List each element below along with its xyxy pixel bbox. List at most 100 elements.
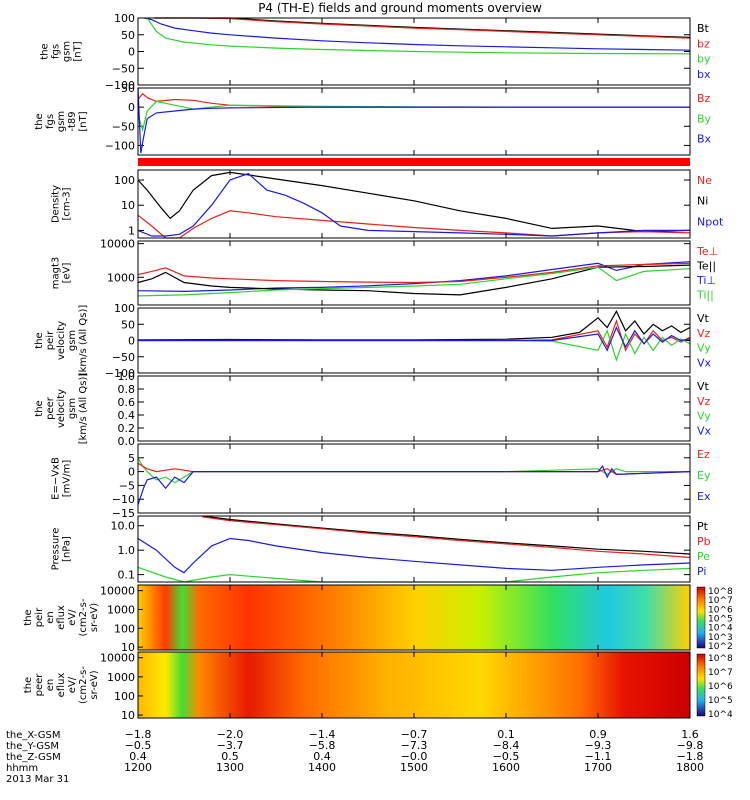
y-axis-label: peer [34,673,45,697]
legend-by: by [697,53,711,66]
y-axis-label: [eV] [62,263,73,284]
legend-Pi: Pi [697,565,706,578]
y-tick-label: 5 [128,452,135,465]
y-axis-label: the [40,43,51,59]
y-tick-label: 100 [114,690,135,703]
ephemeris-value: −0.5 [125,739,152,752]
ephemeris-value: 1600 [492,761,520,774]
y-tick-label: 1000 [107,603,135,616]
panel-peer-velocity: 1.00.80.60.40.20.0 the peer velocity gsm [km/… [34,370,712,448]
separator-bar [138,158,690,166]
y-axis-label: -t89 [67,111,78,131]
legend-Bt: Bt [697,22,710,35]
ephemeris-value: −2.0 [217,728,244,741]
series-pressure-Pt [202,515,691,555]
series-density-Ni [137,171,691,233]
legend-Ne: Ne [697,174,712,187]
y-axis-label: peir [45,330,56,350]
y-axis-label: gsm [67,330,78,351]
y-axis-label-group: the peir velocity gsm [km/s (All Qs)] [34,305,89,377]
legend-Vz: Vz [697,395,711,408]
series-pressure-Pb [202,516,691,559]
colorbar-label: 10^8 [708,587,733,597]
y-axis-label: peer [45,396,56,420]
y-tick-label: −10 [112,493,135,506]
y-axis-label-group: Pressure [nPa] [51,528,73,571]
series-peir-velocity-Vt [137,309,691,341]
y-tick-label: 1.0 [118,544,136,557]
y-tick-label: 100 [114,12,135,25]
legend-Vt: Vt [697,380,710,393]
y-axis-label: Density [51,185,62,223]
y-tick-label: 0.1 [118,569,136,582]
y-axis-label-group: E=−VxB [mV/m] [51,457,73,500]
y-axis-label: magt3 [51,257,62,290]
heatmap-peer-en-eflux [138,652,690,718]
y-axis-label: eV/ [67,676,78,693]
panel-pressure: 10.0 1.0 0.1 Pressure [nPa] Pt Pb Pe Pi [51,515,711,583]
y-tick-label: 1 [128,224,135,237]
colorbar-label: 10^5 [708,615,733,625]
legend-Vz: Vz [697,327,711,340]
y-tick-label: 0 [128,46,135,59]
y-tick-label: −50 [112,120,135,133]
ephemeris-value: 1800 [676,761,704,774]
y-axis-label: [km/s (All Qs)] [78,373,89,445]
legend-Npot: Npot [697,215,724,228]
series-fgs-bx [144,17,691,51]
y-axis-label: [nT] [73,41,84,61]
y-tick-label: −100 [105,139,135,152]
y-axis-label-group: the peer en eflux eV/(cm2-s-sr-eV) [23,666,100,704]
y-axis-label-group: magt3 [eV] [51,257,73,290]
legend-Vy: Vy [697,410,711,423]
series-fgs-minus-t89-Bx [137,87,690,154]
legend-Ti||: Ti|| [696,289,714,302]
y-tick-label: −100 [105,367,135,380]
y-axis-label: en [45,679,56,692]
ephemeris-date: 2013 Mar 31 [6,774,69,785]
ephemeris-value: 0.9 [589,728,607,741]
colorbar-label: 10^3 [708,633,733,643]
y-tick-label: 50 [121,29,135,42]
y-tick-label: −100 [105,79,135,92]
series-fgs-by [146,17,691,55]
ephemeris-value: 1500 [400,761,428,774]
y-axis-label-group: Density [cm-3] [51,185,73,223]
ephemeris-value: 1400 [308,761,336,774]
colorbar-label: 10^8 [708,654,733,664]
y-axis-label: the [34,332,45,348]
ephemeris-value: −3.7 [217,739,244,752]
series-fgs-Bt [154,17,691,38]
series-magt3-Ti|| [137,266,691,297]
legend-Te||: Te|| [696,260,716,273]
colorbar-label: 10^4 [708,710,733,720]
legend-Ey: Ey [697,469,711,482]
y-axis-label: eflux [56,605,67,630]
y-tick-label: 0.8 [118,383,136,396]
ephemeris-value: 1300 [216,761,244,774]
panel-magt3: 10000 1000 magt3 [eV] Te⊥ Te||Ti⊥ Ti|| [51,238,718,306]
ephemeris-value: 1200 [124,761,152,774]
y-axis-label: the [34,400,45,416]
series-e-field-Ez [137,462,691,476]
y-tick-label: 0.4 [118,409,136,422]
series-peir-velocity-Vz [138,319,691,352]
ephemeris-value: 1.6 [681,728,699,741]
ephemeris-value: −1.4 [309,728,336,741]
ephemeris-row-label: the_Y-GSM [6,741,59,752]
series-fgs-minus-t89-Bz [137,92,690,108]
y-tick-label: 10 [121,709,135,722]
y-axis-label: gsm [67,398,78,419]
y-tick-label: 0 [128,335,135,348]
y-tick-label: 50 [121,318,135,331]
legend-bz: bz [697,37,710,50]
colorbar-label: 10^7 [708,596,733,606]
panel-fgs-minus-t89: 50 0 −50 −100 the fgs gsm -t89 [nT] Bz By Bx [34,82,712,156]
y-axis-label: [nT] [78,111,89,131]
ephemeris-value: −7.3 [401,739,428,752]
y-axis-label: en [45,611,56,624]
y-tick-label: 50 [121,82,135,95]
y-tick-label: 0 [128,466,135,479]
y-axis-label: velocity [56,389,67,428]
y-axis-label: [cm-3] [62,187,73,220]
